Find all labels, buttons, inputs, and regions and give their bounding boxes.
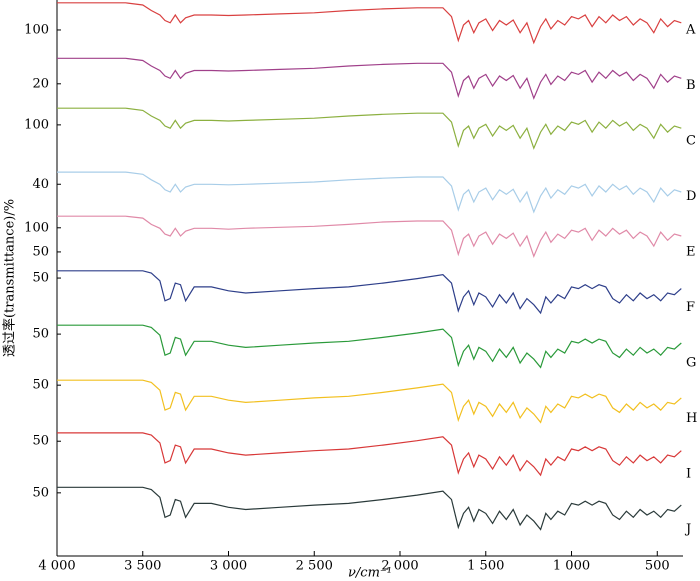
spectrum-line [57, 270, 682, 315]
y-tick-label: 100 [24, 117, 49, 132]
spectrum-line [57, 324, 682, 369]
x-tick-label: 4 000 [38, 559, 75, 574]
series-label: J [684, 522, 691, 537]
spectrum-line [57, 486, 682, 531]
x-tick-label: 1 500 [467, 559, 504, 574]
x-tick-label: 1 000 [553, 559, 590, 574]
y-tick-label: 50 [32, 244, 49, 259]
y-tick-label: 100 [24, 22, 49, 37]
series-label: G [686, 356, 696, 371]
spectrum-line [57, 171, 682, 214]
y-tick-label: 50 [32, 271, 49, 286]
y-tick-label: 50 [32, 378, 49, 393]
y-tick-label: 20 [32, 76, 49, 91]
series-label: C [686, 134, 696, 149]
series-label: B [686, 78, 696, 93]
y-tick-label: 40 [32, 177, 49, 192]
x-tick-label: 2 500 [296, 559, 333, 574]
y-tick-label: 100 [24, 220, 49, 235]
x-tick-label: 500 [645, 559, 670, 574]
x-tick-label: 2 000 [381, 559, 418, 574]
spectrum-line [57, 215, 682, 258]
spectrum-line [57, 2, 682, 45]
x-tick-label: 3 500 [124, 559, 161, 574]
x-tick-label: 3 000 [210, 559, 247, 574]
x-axis-label: ν/cm⁻¹ [348, 566, 392, 581]
y-axis-label: 透过率(transmittance)/% [2, 199, 18, 357]
spectrum-line [57, 432, 682, 477]
y-tick-label: 50 [32, 485, 49, 500]
series-label: H [686, 411, 697, 426]
series-label: E [686, 245, 696, 260]
y-tick-label: 50 [32, 434, 49, 449]
series-label: F [686, 300, 695, 315]
spectrum-line [57, 379, 682, 424]
series-label: A [685, 23, 696, 38]
series-label: D [686, 189, 696, 204]
spectrum-line [57, 57, 682, 100]
spectrum-line [57, 107, 682, 150]
y-tick-label: 50 [32, 327, 49, 342]
series-label: I [686, 467, 691, 482]
